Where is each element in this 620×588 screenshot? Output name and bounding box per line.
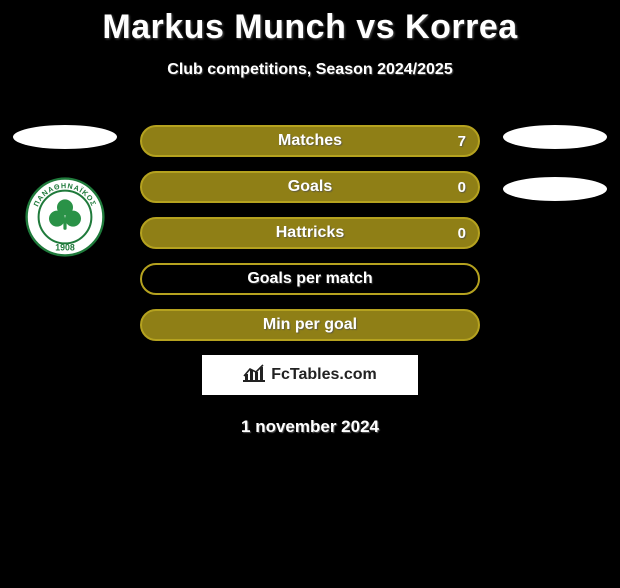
fctables-logo-text: FcTables.com [271, 366, 377, 384]
subtitle: Club competitions, Season 2024/2025 [0, 61, 620, 79]
bar-goals-per-match: Goals per match [140, 263, 480, 295]
right-player-column [500, 125, 610, 229]
player-left-oval [13, 125, 117, 149]
bar-label: Matches [278, 132, 342, 150]
club-right-oval [503, 177, 607, 201]
club-badge-year: 1908 [55, 243, 75, 253]
bar-label: Hattricks [276, 224, 344, 242]
chart-icon [243, 364, 265, 387]
bar-value-right: 7 [458, 133, 466, 150]
bar-label: Goals [288, 178, 332, 196]
bar-matches: Matches 7 [140, 125, 480, 157]
fctables-logo-box: FcTables.com [202, 355, 418, 395]
comparison-content: ΠΑΝΑΘΗΝΑΪΚΟΣ 1908 Matches 7 Goals 0 Hatt… [0, 125, 620, 437]
bar-value-right: 0 [458, 179, 466, 196]
bar-label: Min per goal [263, 316, 357, 334]
bar-value-right: 0 [458, 225, 466, 242]
bar-hattricks: Hattricks 0 [140, 217, 480, 249]
club-badge-left: ΠΑΝΑΘΗΝΑΪΚΟΣ 1908 [25, 177, 105, 257]
date-text: 1 november 2024 [0, 417, 620, 437]
page-title: Markus Munch vs Korrea [0, 8, 620, 47]
stat-bars: Matches 7 Goals 0 Hattricks 0 Goals per … [140, 125, 480, 341]
player-right-oval [503, 125, 607, 149]
bar-label: Goals per match [247, 270, 372, 288]
bar-goals: Goals 0 [140, 171, 480, 203]
left-player-column: ΠΑΝΑΘΗΝΑΪΚΟΣ 1908 [10, 125, 120, 257]
bar-min-per-goal: Min per goal [140, 309, 480, 341]
